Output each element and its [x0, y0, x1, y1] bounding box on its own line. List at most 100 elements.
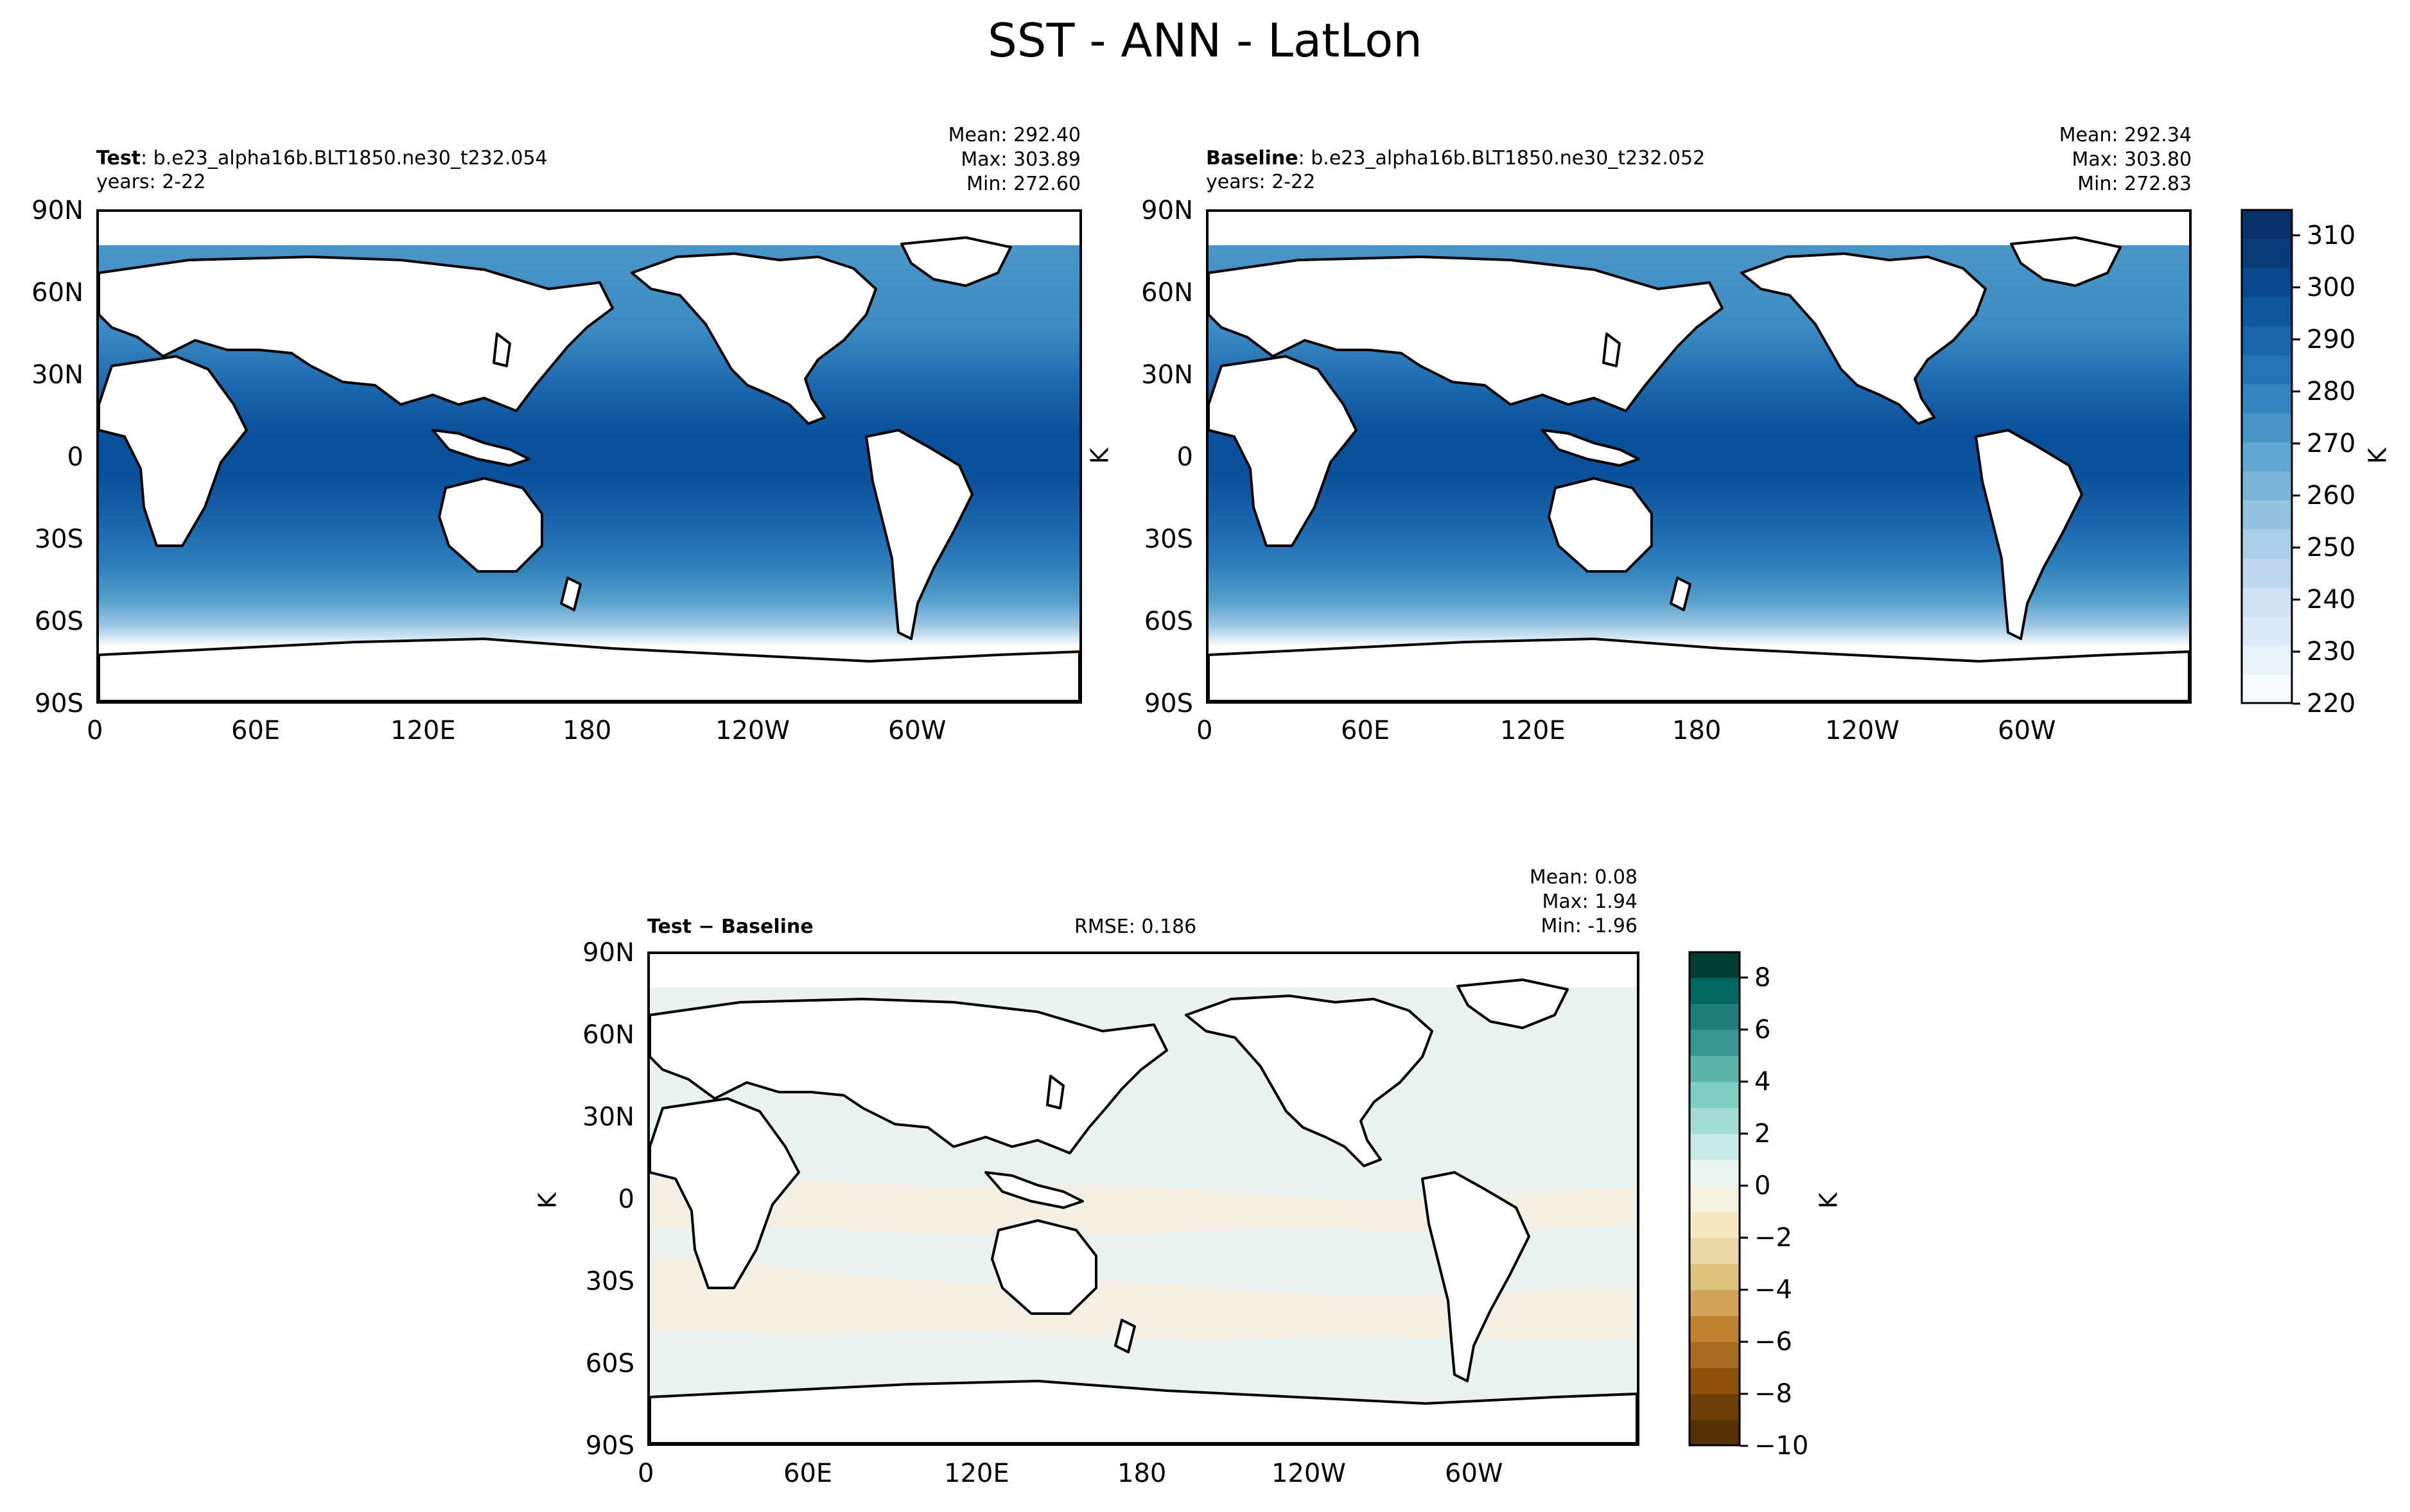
colorbar-segment	[2241, 354, 2292, 385]
map-baseline	[1206, 209, 2192, 704]
colorbar-sst-label: K	[2363, 448, 2392, 464]
lat-tick: 90S	[585, 1431, 634, 1461]
lat-tick: 0	[67, 442, 83, 472]
colorbar-tick-label: 2	[1754, 1118, 1771, 1149]
colorbar-segment	[1689, 1004, 1740, 1030]
continents	[1207, 236, 2190, 702]
japan	[1602, 333, 1621, 367]
colorbar-segment	[1689, 1081, 1740, 1108]
japan	[1046, 1075, 1065, 1109]
continent-north-america	[631, 252, 877, 425]
lon-tick: 60E	[231, 716, 281, 745]
lon-tick: 60E	[1341, 716, 1390, 745]
colorbar-segment	[1689, 977, 1740, 1004]
lon-tick: 120W	[1271, 1459, 1346, 1488]
colorbar-diff-label: K	[1814, 1192, 1843, 1209]
continent-north-america	[1185, 995, 1433, 1167]
lon-tick: 180	[1672, 716, 1722, 745]
map-baseline-svg	[1207, 212, 2190, 702]
continent-africa	[98, 355, 248, 547]
map-diff	[647, 952, 1639, 1446]
lat-tick: 0	[618, 1185, 634, 1214]
colorbar-tick-label: −6	[1754, 1326, 1792, 1357]
lat-tick: 0	[1176, 442, 1193, 472]
colorbar-border	[1688, 951, 1741, 1447]
panel-test-min: Min: 272.60	[966, 173, 1081, 195]
continents	[649, 978, 1638, 1445]
colorbar-tick-label: 220	[2307, 689, 2356, 718]
colorbar-segment	[1689, 1368, 1740, 1395]
panel-baseline-header: Baseline: b.e23_alpha16b.BLT1850.ne30_t2…	[1206, 146, 1705, 171]
lon-tick: 180	[1117, 1459, 1167, 1488]
continent-australia	[438, 477, 543, 573]
panel-diff-max: Max: 1.94	[1542, 891, 1637, 913]
panel-baseline-case: : b.e23_alpha16b.BLT1850.ne30_t232.052	[1298, 147, 1706, 169]
colorbar-segment	[1689, 1316, 1740, 1343]
new-zealand	[1670, 577, 1691, 611]
colorbar-segment	[2241, 238, 2292, 268]
continent-australia	[991, 1219, 1097, 1315]
lon-tick: 120W	[715, 716, 790, 745]
colorbar-segment	[1689, 1289, 1740, 1316]
colorbar-segment	[1689, 1420, 1740, 1447]
colorbar-segment	[1689, 952, 1740, 978]
map-test-svg	[98, 212, 1081, 702]
colorbar-segment	[1689, 1029, 1740, 1056]
colorbar-segment	[1689, 1237, 1740, 1264]
colorbar-diff-svg	[1688, 951, 1748, 1447]
lon-tick: 120E	[390, 716, 456, 745]
panel-test-years: years: 2-22	[96, 171, 206, 193]
lat-tick: 90S	[34, 689, 83, 718]
lat-tick: 30S	[585, 1267, 634, 1296]
lon-tick: 60W	[888, 716, 947, 745]
panel-baseline-ylabel: K	[1085, 448, 1114, 464]
continent-africa	[649, 1097, 800, 1289]
colorbar-border	[2240, 209, 2293, 704]
map-test	[96, 209, 1082, 704]
panel-diff-ylabel: K	[533, 1192, 562, 1209]
colorbar-segment	[2241, 267, 2292, 297]
colorbar-tick-label: 0	[1754, 1170, 1771, 1201]
lon-tick: 60W	[1445, 1459, 1503, 1488]
colorbar-segment	[1689, 1341, 1740, 1369]
lat-tick: 60N	[31, 278, 83, 308]
colorbar-segment	[2241, 616, 2292, 647]
lat-tick: 90N	[1141, 196, 1193, 225]
colorbar-tick-label: 270	[2307, 428, 2356, 458]
continents	[98, 236, 1081, 702]
colorbar-tick-label: 300	[2307, 272, 2356, 302]
colorbar-segment	[1689, 1056, 1740, 1082]
continent-antarctica	[98, 638, 1081, 702]
colorbar-segment	[2241, 296, 2292, 326]
continent-greenland	[2010, 236, 2122, 287]
colorbar-tick-label: 250	[2307, 532, 2356, 562]
new-zealand	[1114, 1319, 1136, 1353]
colorbar-segment	[2241, 587, 2292, 617]
continent-north-america	[1740, 252, 1987, 425]
figure-title: SST - ANN - LatLon	[988, 13, 1422, 67]
panel-test-mean: Mean: 292.40	[948, 124, 1081, 146]
continent-eurasia	[98, 256, 614, 412]
lat-tick: 30S	[34, 525, 83, 554]
lat-tick: 60N	[582, 1020, 634, 1050]
continent-south-america	[1975, 429, 2083, 640]
colorbar-tick-label: 240	[2307, 584, 2356, 614]
lon-tick: 60E	[783, 1459, 833, 1488]
colorbar-segment	[1689, 1108, 1740, 1134]
colorbar-tick-label: 260	[2307, 480, 2356, 510]
colorbar-tick-label: 310	[2307, 220, 2356, 250]
continent-antarctica	[649, 1380, 1638, 1445]
colorbar-segment	[1689, 1133, 1740, 1160]
colorbar-segment	[2241, 442, 2292, 472]
colorbar-segment	[2241, 645, 2292, 675]
colorbar-segment	[2241, 558, 2292, 588]
lon-tick: 0	[87, 716, 103, 745]
map-diff-svg	[649, 954, 1638, 1445]
panel-baseline-years: years: 2-22	[1206, 171, 1316, 193]
continent-greenland	[1456, 978, 1569, 1029]
lat-tick: 30N	[582, 1102, 634, 1132]
panel-test-label: Test	[96, 147, 141, 169]
colorbar-tick-label: −8	[1754, 1378, 1792, 1409]
continent-antarctica	[1207, 638, 2190, 702]
colorbar-segment	[2241, 471, 2292, 501]
